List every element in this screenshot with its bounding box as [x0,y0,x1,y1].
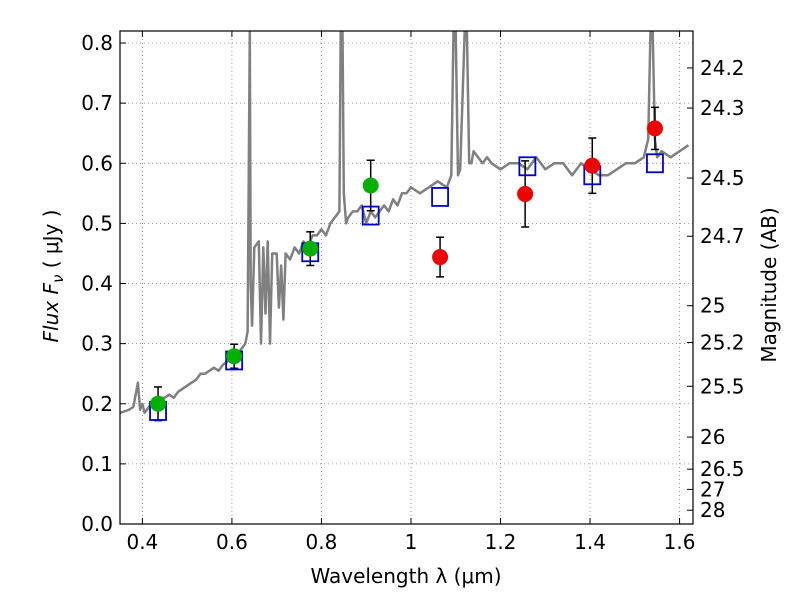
magnitude-tick-label: 27 [700,477,725,501]
observed-points [150,120,663,412]
green-point [362,177,379,194]
x-tick-label: 1 [405,530,418,554]
magnitude-tick-label: 24.5 [700,166,745,190]
y-axis-label-main: Flux F [39,283,63,343]
error-bars [154,106,659,422]
model-spectrum [120,31,690,415]
y-axis-label: Flux Fν ( μJy ) [39,210,67,343]
plot-frame [119,30,694,525]
red-point [646,120,663,137]
axis-ticks [120,31,693,525]
x-tick-labels: 0.4 0.6 0.8 1 1.2 1.4 1.6 [126,530,695,554]
x-axis-label: Wavelength λ (μm) [310,564,501,588]
y-tick-label: 0.1 [81,452,113,476]
magnitude-tick-label: 24.2 [700,56,745,80]
y-axis-label-unit: ( μJy ) [39,210,63,275]
magnitude-tick-label: 28 [700,498,725,522]
green-point [226,348,243,365]
red-point [517,185,534,202]
model-square [518,156,537,177]
x-tick-label: 1.4 [574,530,606,554]
model-square [431,187,449,207]
red-point [584,157,601,174]
x-tick-label: 0.4 [126,530,158,554]
y-tick-label: 0.7 [81,91,113,115]
right-axis-label: Magnitude (AB) [757,207,781,362]
y-tick-label: 0.8 [81,31,113,55]
y-tick-label: 0.2 [81,392,113,416]
y-tick-label: 0.4 [81,272,113,296]
magnitude-tick-label: 25 [700,294,725,318]
magnitude-tick-label: 26.5 [700,457,745,481]
magnitude-tick-label: 24.3 [700,96,745,120]
magnitude-tick-label: 25.2 [700,330,745,354]
y-axis-label-sub: ν [49,275,67,283]
x-tick-label: 0.6 [216,530,248,554]
y-tick-labels: 0.0 0.1 0.2 0.3 0.4 0.5 0.6 0.7 0.8 [81,31,113,536]
y-tick-label: 0.0 [81,512,113,536]
red-point [432,249,449,266]
magnitude-tick-label: 24.7 [700,224,745,248]
x-tick-label: 1.2 [485,530,517,554]
model-square [646,153,664,174]
magnitude-tick-label: 26 [700,425,725,449]
y-tick-label: 0.3 [81,332,113,356]
grid [120,31,693,525]
y-tick-label: 0.5 [81,211,113,235]
y-tick-label: 0.6 [81,151,113,175]
green-point [302,240,319,257]
x-tick-label: 0.8 [306,530,338,554]
x-tick-label: 1.6 [664,530,696,554]
model-square [361,205,380,226]
model-spectrum-line [120,31,690,415]
magnitude-tick-label: 25.5 [700,374,745,398]
green-point [150,395,167,412]
